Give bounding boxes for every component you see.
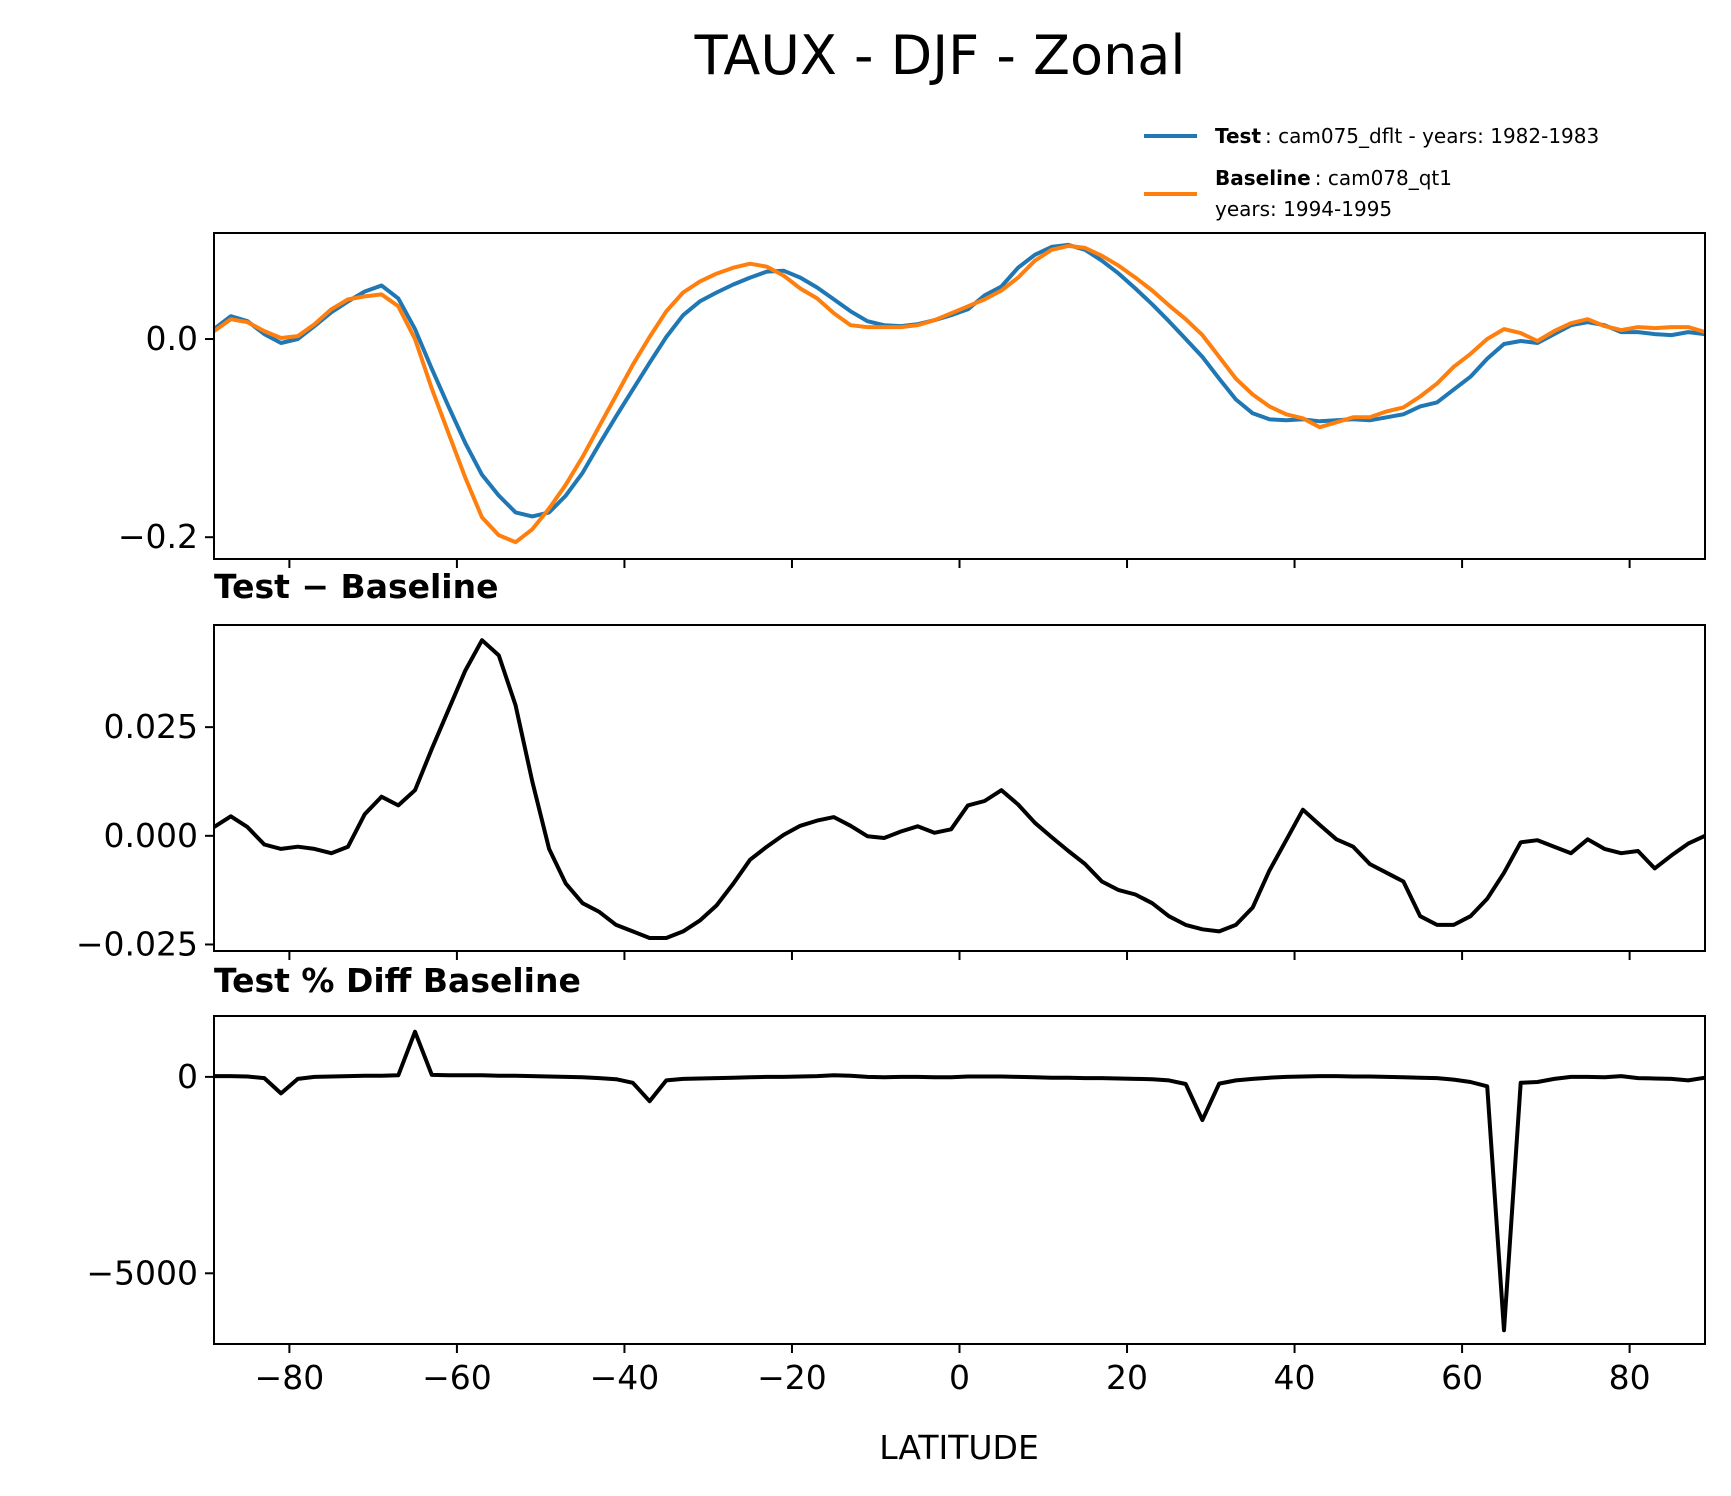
panel-bottom-xtick-label: −60 (422, 1358, 492, 1397)
panel-bottom-xtick-label: −40 (590, 1358, 660, 1397)
panel-bottom-ytick-label: −5000 (86, 1253, 198, 1292)
panel-bottom-xtick-label: −80 (255, 1358, 325, 1397)
panel-middle-ticks: 0.025 0.000 −0.025 (76, 707, 1631, 963)
legend-baseline-text: : cam078_qt1 (1315, 166, 1452, 190)
panel-bottom-xtick-label: 40 (1274, 1358, 1316, 1397)
x-axis-label: LATITUDE (879, 1428, 1039, 1467)
panel-top-ticks: 0.0 −0.2 (118, 319, 1631, 568)
panel-bottom-xtick-label: 80 (1609, 1358, 1651, 1397)
panel-middle-ytick-label: 0.000 (104, 816, 198, 855)
panel-bottom-ytick-label: 0 (177, 1057, 198, 1096)
panel-bottom-title: Test % Diff Baseline (214, 961, 581, 1000)
panel-middle-series-diff-line (212, 638, 1706, 940)
panel-bottom-frame (213, 1015, 1706, 1345)
legend-baseline-bold: Baseline (1215, 166, 1311, 190)
panel-middle: 0.025 0.000 −0.025 (76, 624, 1706, 963)
panel-bottom-xtick-label: −20 (757, 1358, 827, 1397)
legend-baseline-label: Baseline: cam078_qt1 (1215, 166, 1452, 190)
figure-title: TAUX - DJF - Zonal (694, 24, 1186, 87)
panel-top-frame (213, 232, 1706, 560)
legend-baseline-years: years: 1994-1995 (1215, 197, 1392, 221)
legend-test-text: : cam075_dflt - years: 1982-1983 (1265, 124, 1599, 148)
legend: Test: cam075_dflt - years: 1982-1983 Bas… (1144, 124, 1599, 221)
panel-middle-series (212, 638, 1706, 940)
panel-bottom-xtick-label: 0 (949, 1358, 970, 1397)
panel-top-ytick-label: −0.2 (118, 517, 198, 556)
panel-top: 0.0 −0.2 (118, 232, 1706, 568)
panel-middle-ytick-label: 0.025 (104, 707, 198, 746)
panel-middle-frame (213, 624, 1706, 952)
panel-middle-ytick-label: −0.025 (76, 924, 198, 963)
panel-bottom-series-diff-line (214, 1029, 1706, 1333)
panel-bottom: 0 −5000 −80 −60 −40 −20 0 20 40 60 80 (86, 1015, 1706, 1397)
panel-top-ytick-label: 0.0 (146, 319, 198, 358)
legend-test-bold: Test (1215, 124, 1261, 148)
panel-bottom-xtick-label: 20 (1106, 1358, 1148, 1397)
panel-top-series (212, 242, 1706, 545)
panel-top-series-baseline-line (212, 243, 1706, 545)
panel-middle-title: Test − Baseline (214, 567, 499, 606)
panel-top-series-test-line (212, 242, 1706, 519)
panel-bottom-xtick-label: 60 (1441, 1358, 1483, 1397)
panel-bottom-ticks: 0 −5000 −80 −60 −40 −20 0 20 40 60 80 (86, 1057, 1650, 1397)
panel-bottom-series (214, 1029, 1706, 1333)
legend-test-label: Test: cam075_dflt - years: 1982-1983 (1215, 124, 1599, 148)
